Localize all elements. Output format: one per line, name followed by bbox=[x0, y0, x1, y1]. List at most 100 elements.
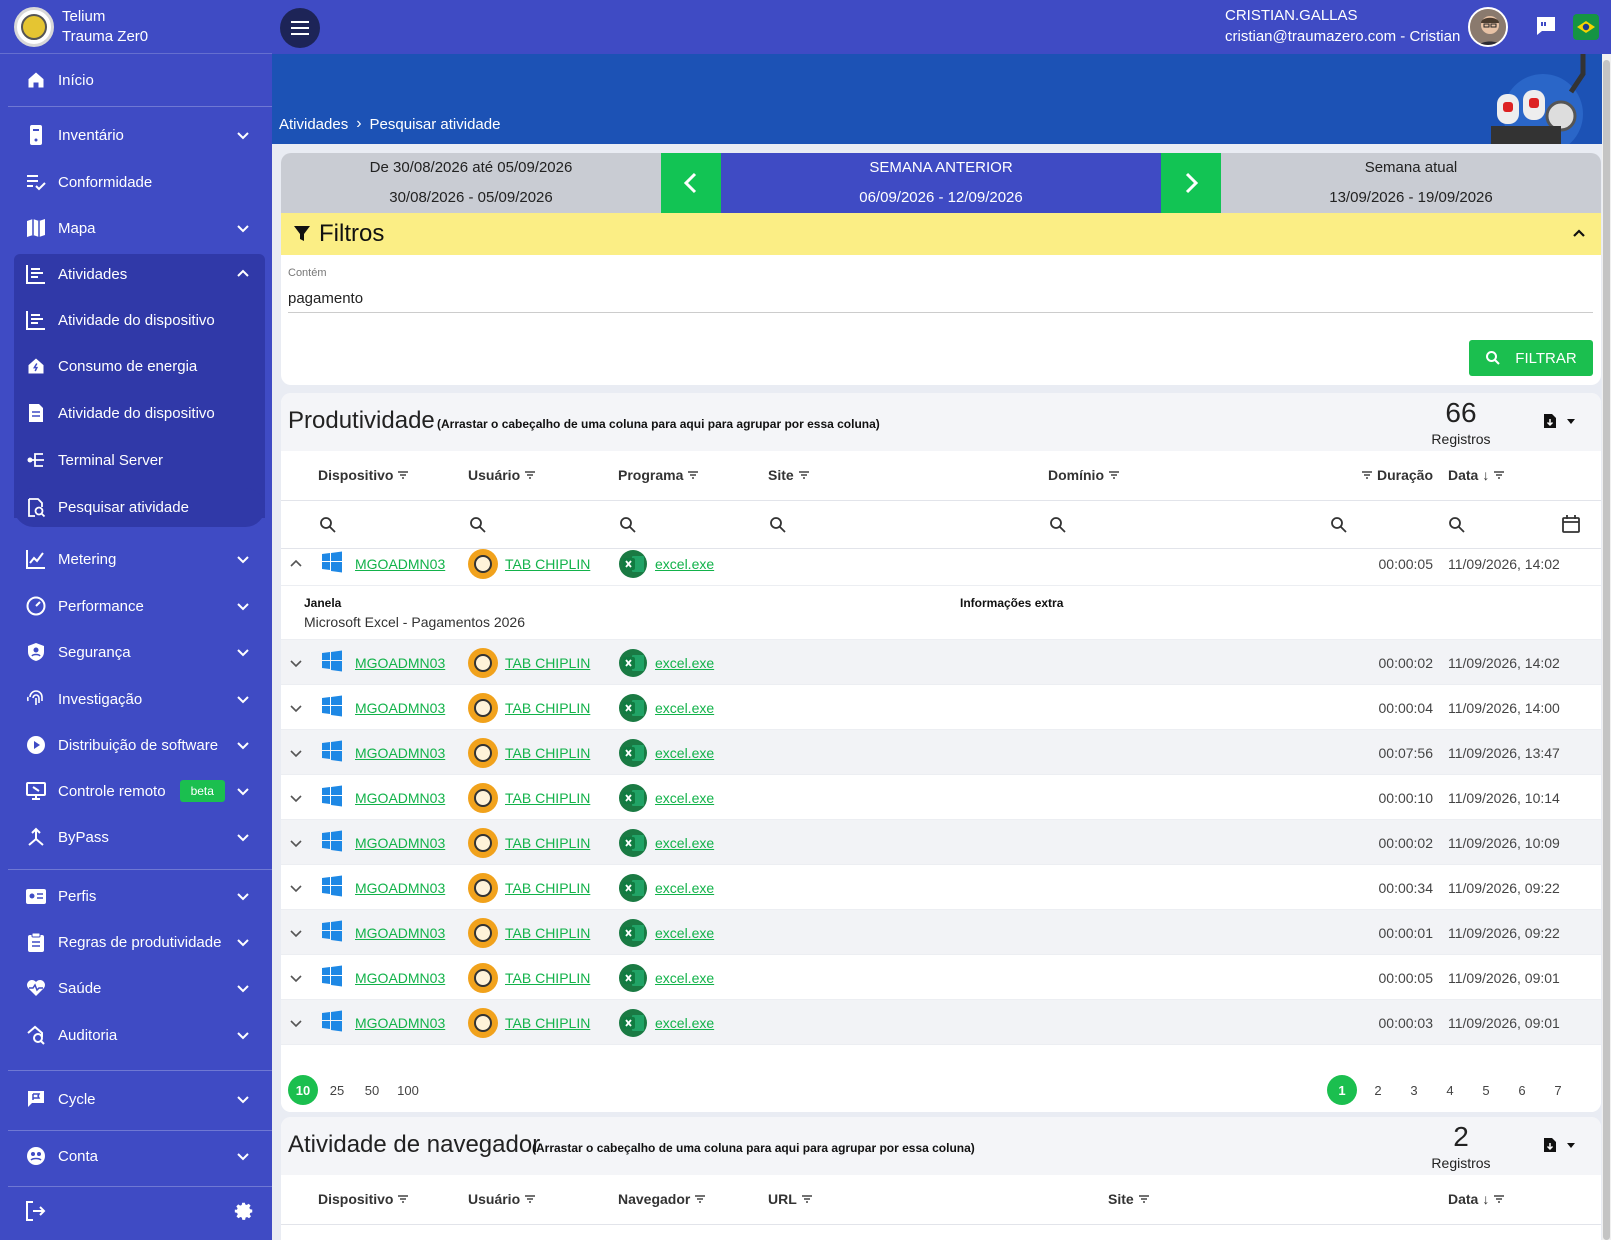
sidebar-item-inicio[interactable]: Início bbox=[14, 60, 265, 100]
column-filter-icon[interactable] bbox=[798, 470, 810, 480]
col-site[interactable]: Site bbox=[768, 467, 810, 483]
col-dominio[interactable]: Domínio bbox=[1048, 467, 1120, 483]
user-link[interactable]: TAB CHIPLIN bbox=[505, 699, 591, 716]
collapse-row-icon[interactable] bbox=[289, 541, 303, 586]
sidebar-item-distribuicao[interactable]: Distribuição de software bbox=[14, 725, 265, 765]
sidebar-item-cycle[interactable]: Cycle bbox=[14, 1079, 265, 1119]
col-data[interactable]: Data ↓ bbox=[1448, 467, 1505, 483]
program-link[interactable]: excel.exe bbox=[655, 789, 715, 806]
table-row[interactable]: MGOADMN03 TAB CHIPLIN excel.exe 00:00:10 11/… bbox=[281, 775, 1601, 820]
sidebar-item-conformidade[interactable]: Conformidade bbox=[14, 162, 265, 202]
col-dispositivo[interactable]: Dispositivo bbox=[318, 1191, 409, 1207]
col-site[interactable]: Site bbox=[1108, 1191, 1150, 1207]
previous-week-option[interactable]: De 30/08/2026 até 05/09/2026 30/08/2026 … bbox=[281, 153, 661, 213]
table-row[interactable]: MGOADMN03 TAB CHIPLIN excel.exe 00:00:01 11/… bbox=[281, 910, 1601, 955]
page-link[interactable]: 4 bbox=[1446, 1082, 1454, 1098]
col-programa[interactable]: Programa bbox=[618, 467, 699, 483]
prev-week-button[interactable] bbox=[661, 153, 721, 213]
page-link[interactable]: 5 bbox=[1482, 1082, 1490, 1098]
current-week-option[interactable]: Semana atual 13/09/2026 - 19/09/2026 bbox=[1221, 153, 1601, 213]
search-icon[interactable] bbox=[1330, 516, 1348, 534]
sidebar-item-inventario[interactable]: Inventário bbox=[14, 115, 265, 155]
sidebar-item-seguranca[interactable]: Segurança bbox=[14, 632, 265, 672]
device-link[interactable]: MGOADMN03 bbox=[355, 654, 446, 671]
search-icon[interactable] bbox=[1448, 516, 1466, 534]
sidebar-item-mapa[interactable]: Mapa bbox=[14, 208, 265, 248]
expand-row-icon[interactable] bbox=[289, 820, 303, 865]
search-icon[interactable] bbox=[319, 516, 337, 534]
user-link[interactable]: TAB CHIPLIN bbox=[505, 834, 591, 851]
col-duracao[interactable]: Duração bbox=[1361, 467, 1433, 483]
sidebar-item-metering[interactable]: Metering bbox=[14, 539, 265, 579]
sidebar-item-perfis[interactable]: Perfis bbox=[14, 876, 265, 916]
sidebar-item-bypass[interactable]: ByPass bbox=[14, 817, 265, 857]
expand-row-icon[interactable] bbox=[289, 1000, 303, 1045]
page-link[interactable]: 6 bbox=[1518, 1082, 1526, 1098]
breadcrumb-parent[interactable]: Atividades bbox=[279, 115, 349, 133]
export-button[interactable] bbox=[1543, 413, 1577, 429]
column-filter-icon[interactable] bbox=[524, 1194, 536, 1204]
program-link[interactable]: excel.exe bbox=[655, 555, 715, 572]
expand-row-icon[interactable] bbox=[289, 685, 303, 730]
expand-row-icon[interactable] bbox=[289, 730, 303, 775]
col-dispositivo[interactable]: Dispositivo bbox=[318, 467, 409, 483]
page-link[interactable]: 3 bbox=[1410, 1082, 1418, 1098]
col-usuario[interactable]: Usuário bbox=[468, 467, 536, 483]
user-link[interactable]: TAB CHIPLIN bbox=[505, 969, 591, 986]
program-link[interactable]: excel.exe bbox=[655, 879, 715, 896]
program-link[interactable]: excel.exe bbox=[655, 654, 715, 671]
program-link[interactable]: excel.exe bbox=[655, 834, 715, 851]
sidebar-item-auditoria[interactable]: Auditoria bbox=[14, 1015, 265, 1055]
col-data[interactable]: Data ↓ bbox=[1448, 1191, 1505, 1207]
table-row[interactable]: MGOADMN03 TAB CHIPLIN excel.exe 00:00:05 11/… bbox=[281, 955, 1601, 1000]
feedback-chat-icon[interactable] bbox=[1534, 14, 1558, 43]
search-icon[interactable] bbox=[1049, 516, 1067, 534]
table-row[interactable]: MGOADMN03 TAB CHIPLIN excel.exe 00:07:56 11/… bbox=[281, 730, 1601, 775]
contains-input[interactable] bbox=[288, 285, 1593, 313]
table-row[interactable]: MGOADMN03 TAB CHIPLIN excel.exe 00:00:04 11/… bbox=[281, 685, 1601, 730]
expand-row-icon[interactable] bbox=[289, 640, 303, 685]
user-link[interactable]: TAB CHIPLIN bbox=[505, 789, 591, 806]
hamburger-menu-button[interactable] bbox=[280, 8, 320, 48]
sidebar-item-saude[interactable]: Saúde bbox=[14, 968, 265, 1008]
sidebar-item-terminal-server[interactable]: Terminal Server bbox=[14, 442, 265, 478]
device-link[interactable]: MGOADMN03 bbox=[355, 699, 446, 716]
logout-icon[interactable] bbox=[24, 1200, 46, 1227]
device-link[interactable]: MGOADMN03 bbox=[355, 1014, 446, 1031]
program-link[interactable]: excel.exe bbox=[655, 699, 715, 716]
user-link[interactable]: TAB CHIPLIN bbox=[505, 654, 591, 671]
table-row[interactable]: MGOADMN03 TAB CHIPLIN excel.exe 00:00:02 11/… bbox=[281, 640, 1601, 685]
column-filter-icon[interactable] bbox=[1108, 470, 1120, 480]
column-filter-icon[interactable] bbox=[1493, 1194, 1505, 1204]
program-link[interactable]: excel.exe bbox=[655, 969, 715, 986]
sidebar-item-atividades[interactable]: Atividades bbox=[14, 254, 265, 294]
user-link[interactable]: TAB CHIPLIN bbox=[505, 924, 591, 941]
device-link[interactable]: MGOADMN03 bbox=[355, 744, 446, 761]
program-link[interactable]: excel.exe bbox=[655, 1014, 715, 1031]
column-filter-icon[interactable] bbox=[1361, 470, 1373, 480]
sidebar-item-atividade-dispositivo-2[interactable]: Atividade do dispositivo bbox=[14, 395, 265, 431]
column-filter-icon[interactable] bbox=[397, 1194, 409, 1204]
table-row[interactable]: MGOADMN03 TAB CHIPLIN excel.exe 00:00:34 11/… bbox=[281, 865, 1601, 910]
program-link[interactable]: excel.exe bbox=[655, 744, 715, 761]
sidebar-item-controle-remoto[interactable]: Controle remoto beta bbox=[14, 771, 265, 811]
calendar-icon[interactable] bbox=[1561, 514, 1581, 534]
brazil-flag-icon[interactable] bbox=[1573, 14, 1599, 40]
table-row[interactable]: MGOADMN03 TAB CHIPLIN excel.exe 00:00:03 11/… bbox=[281, 1000, 1601, 1045]
settings-gear-icon[interactable] bbox=[233, 1200, 255, 1227]
sidebar-item-regras[interactable]: Regras de produtividade bbox=[14, 922, 265, 962]
expand-row-icon[interactable] bbox=[289, 910, 303, 955]
filters-header[interactable]: Filtros bbox=[281, 213, 1601, 255]
user-link[interactable]: TAB CHIPLIN bbox=[505, 744, 591, 761]
expand-row-icon[interactable] bbox=[289, 775, 303, 820]
page-link[interactable]: 1 bbox=[1327, 1075, 1357, 1105]
sidebar-item-conta[interactable]: Conta bbox=[14, 1136, 265, 1176]
device-link[interactable]: MGOADMN03 bbox=[355, 924, 446, 941]
filter-button[interactable]: FILTRAR bbox=[1469, 340, 1593, 376]
sidebar-item-atividade-dispositivo[interactable]: Atividade do dispositivo bbox=[14, 302, 265, 338]
page-link[interactable]: 2 bbox=[1374, 1082, 1382, 1098]
search-icon[interactable] bbox=[619, 516, 637, 534]
device-link[interactable]: MGOADMN03 bbox=[355, 555, 446, 572]
export-button[interactable] bbox=[1543, 1137, 1577, 1153]
sidebar-item-investigacao[interactable]: Investigação bbox=[14, 679, 265, 719]
